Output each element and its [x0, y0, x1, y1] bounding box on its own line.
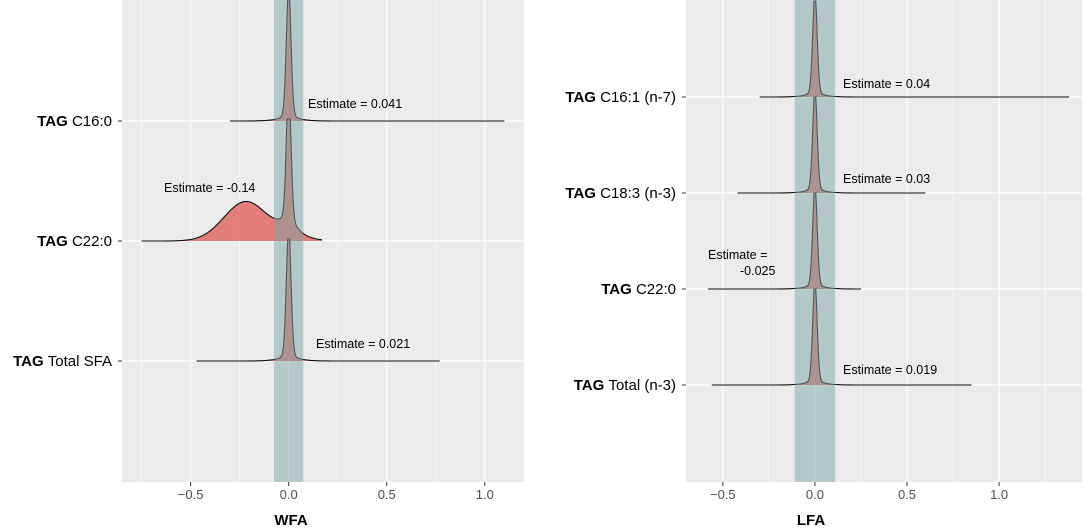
row-label-bold: TAG [601, 281, 636, 298]
row-label-rest: C18:3 (n-3) [600, 185, 676, 202]
x-tick-label: −0.5 [710, 487, 736, 502]
estimate-annotation: Estimate = [708, 248, 767, 262]
x-tick-label: 0.0 [280, 487, 298, 502]
row-label: TAG Total (n-3) [574, 377, 676, 394]
row-label: TAG Total SFA [13, 353, 112, 370]
estimate-annotation: Estimate = 0.021 [316, 337, 410, 351]
x-tick-label: 1.0 [990, 487, 1008, 502]
x-tick-label: 0.0 [806, 487, 824, 502]
x-tick-label: 0.5 [378, 487, 396, 502]
reference-band [273, 0, 304, 482]
row-label-rest: Total SFA [48, 353, 112, 370]
row-label-bold: TAG [37, 113, 72, 130]
row-label-rest: C16:1 (n-7) [600, 89, 676, 106]
estimate-annotation: Estimate = -0.14 [164, 181, 255, 195]
x-tick-label: 0.5 [898, 487, 916, 502]
reference-band [794, 0, 836, 482]
x-tick-label: 1.0 [476, 487, 494, 502]
row-label: TAG C18:3 (n-3) [565, 185, 676, 202]
row-label-bold: TAG [574, 377, 609, 394]
panel-background [686, 0, 1082, 482]
row-label-bold: TAG [565, 89, 600, 106]
row-label-bold: TAG [13, 353, 48, 370]
estimate-annotation: Estimate = 0.019 [843, 363, 937, 377]
row-label: TAG C22:0 [37, 233, 112, 250]
row-label-rest: C16:0 [72, 113, 112, 130]
estimate-annotation: Estimate = 0.04 [843, 77, 930, 91]
row-label-rest: C22:0 [72, 233, 112, 250]
x-tick-label: −0.5 [178, 487, 204, 502]
lfa-panel: TAG C16:1 (n-7) Estimate = 0.04 TAG C18:3 … [565, 0, 1082, 529]
row-label-rest: Total (n-3) [608, 377, 676, 394]
row-label-bold: TAG [565, 185, 600, 202]
x-axis-title: WFA [274, 512, 307, 529]
wfa-panel: TAG C16:0 Estimate = 0.041 TAG C22:0 Estima… [13, 0, 524, 529]
estimate-annotation: Estimate = 0.041 [308, 97, 402, 111]
estimate-annotation: Estimate = 0.03 [843, 172, 930, 186]
estimate-annotation: -0.025 [740, 264, 775, 278]
x-axis-title: LFA [797, 512, 825, 529]
row-label: TAG C22:0 [601, 281, 676, 298]
row-label: TAG C16:1 (n-7) [565, 89, 676, 106]
row-label: TAG C16:0 [37, 113, 112, 130]
row-label-rest: C22:0 [636, 281, 676, 298]
row-label-bold: TAG [37, 233, 72, 250]
